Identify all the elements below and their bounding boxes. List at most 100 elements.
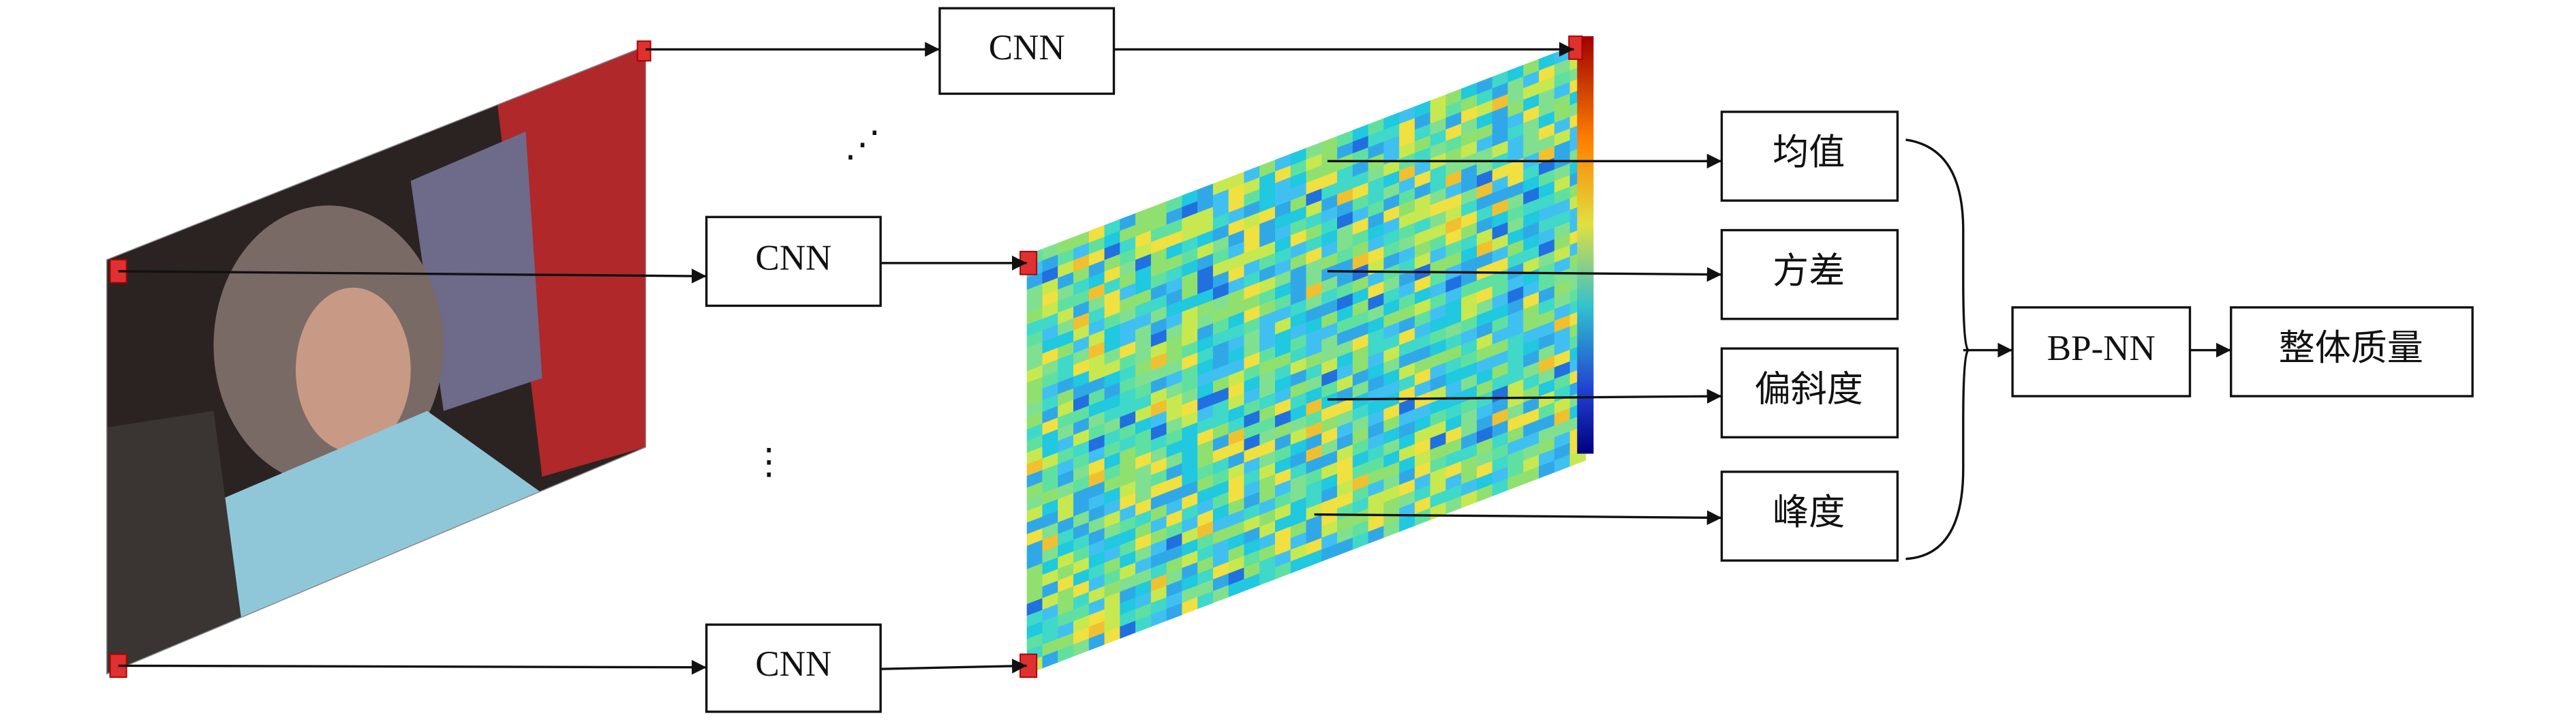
heat-cell — [1259, 322, 1276, 341]
heat-cell — [1383, 170, 1400, 189]
heat-cell — [1414, 275, 1431, 293]
heat-cell — [1539, 87, 1555, 106]
heat-cell — [1042, 406, 1059, 424]
heat-cell — [1244, 503, 1261, 522]
heat-cell — [1026, 353, 1043, 372]
heat-cell — [1554, 221, 1571, 240]
heat-cell — [1399, 245, 1415, 265]
heat-cell — [1321, 264, 1338, 282]
heat-cell — [1150, 224, 1167, 243]
heat-cell — [1321, 345, 1338, 364]
heat-cell — [1539, 215, 1555, 235]
heat-cell — [1073, 522, 1090, 541]
heat-cell — [1104, 288, 1121, 308]
heat-cell — [1445, 368, 1462, 387]
heat-cell — [1430, 338, 1447, 357]
heat-cell — [1150, 317, 1167, 336]
heat-cell — [1259, 415, 1276, 434]
heat-cell — [1244, 305, 1261, 324]
ellipsis: ⋮ — [751, 442, 787, 481]
heat-cell — [1150, 305, 1167, 325]
heat-cell — [1539, 402, 1555, 421]
node-skewness: 偏斜度 — [1720, 347, 1899, 438]
heat-cell — [1414, 496, 1431, 515]
heat-cell — [1476, 460, 1493, 479]
heat-cell — [1212, 270, 1229, 289]
heat-cell — [1352, 426, 1369, 445]
heat-cell — [1228, 334, 1245, 353]
heat-cell — [1166, 404, 1183, 423]
heat-cell — [1042, 557, 1059, 575]
heat-cell — [1523, 140, 1539, 159]
heat-cell — [1197, 358, 1214, 376]
heat-cell — [1492, 408, 1509, 427]
heat-cell — [1476, 449, 1493, 468]
heat-cell — [1368, 374, 1385, 393]
heat-cell — [1306, 409, 1323, 428]
heat-cell — [1290, 241, 1307, 260]
heat-cell — [1368, 199, 1385, 218]
heat-cell — [1399, 316, 1415, 334]
heat-cell — [1383, 158, 1400, 177]
heat-cell — [1321, 205, 1338, 224]
heat-cell — [1088, 574, 1105, 592]
heat-cell — [1321, 275, 1338, 294]
heat-cell — [1073, 580, 1090, 599]
heat-cell — [1088, 411, 1105, 430]
heat-cell — [1414, 298, 1431, 317]
heat-cell — [1135, 521, 1152, 540]
heat-cell — [1058, 609, 1074, 628]
heat-cell — [1476, 483, 1493, 502]
heat-cell — [1306, 432, 1323, 451]
heat-cell — [1321, 299, 1338, 318]
heat-cell — [1104, 242, 1121, 261]
heat-cell — [1244, 258, 1261, 278]
heat-cell — [1306, 141, 1323, 160]
heat-cell — [1274, 316, 1291, 335]
heat-cell — [1539, 297, 1555, 316]
heat-cell — [1414, 181, 1431, 200]
heat-cell — [1244, 491, 1261, 510]
heat-cell — [1259, 171, 1276, 190]
heat-cell — [1352, 462, 1369, 480]
heat-cell — [1197, 590, 1214, 610]
heat-cell — [1120, 585, 1136, 604]
heat-cell — [1368, 362, 1385, 381]
heat-cell — [1554, 105, 1571, 123]
heat-cell — [1058, 341, 1074, 360]
heat-cell — [1306, 444, 1323, 463]
heat-cell — [1088, 446, 1105, 465]
heat-cell — [1088, 620, 1105, 640]
heat-cell — [1120, 469, 1136, 487]
heat-cell — [1337, 164, 1353, 183]
heat-cell — [1476, 425, 1493, 445]
heat-cell — [1507, 158, 1524, 177]
heat-cell — [1244, 340, 1261, 359]
heat-cell — [1135, 288, 1152, 307]
heat-cell — [1523, 373, 1539, 391]
heat-cell — [1461, 396, 1477, 415]
heat-cell — [1523, 466, 1539, 485]
heat-cell — [1290, 380, 1307, 399]
heat-cell — [1445, 461, 1462, 479]
heat-cell — [1368, 490, 1385, 509]
heat-cell — [1430, 478, 1447, 497]
heat-cell — [1244, 363, 1261, 382]
heat-cell — [1274, 328, 1291, 347]
heat-cell — [1166, 207, 1183, 226]
heat-cell — [1368, 316, 1385, 335]
heat-cell — [1259, 555, 1276, 574]
heat-cell — [1492, 315, 1509, 333]
heat-cell — [1182, 271, 1198, 289]
heat-cell — [1026, 411, 1043, 430]
heat-cell — [1042, 347, 1059, 366]
heat-cell — [1306, 363, 1323, 382]
heat-cell — [1150, 282, 1167, 301]
heat-cell — [1476, 251, 1493, 270]
heat-cell — [1523, 186, 1539, 205]
heat-cell — [1166, 370, 1183, 389]
heat-cell — [1166, 439, 1183, 458]
heat-cell — [1182, 399, 1198, 417]
heat-cell — [1259, 497, 1276, 516]
heat-cell — [1228, 462, 1245, 481]
